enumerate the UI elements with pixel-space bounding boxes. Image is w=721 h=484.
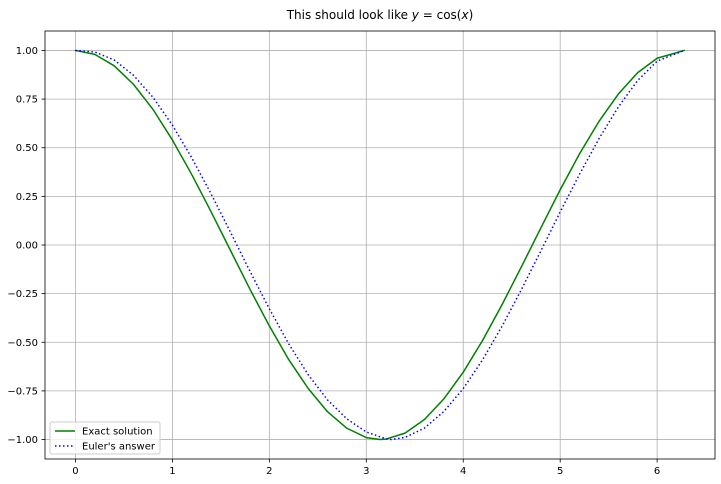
series-line-eulers-answer [75,49,685,441]
y-tick-label: −0.75 [7,386,38,397]
y-tick-label: −0.25 [7,289,38,300]
legend-label-eulers-answer: Euler's answer [82,442,156,453]
legend-label-exact-solution: Exact solution [82,427,153,438]
x-tick-label: 2 [266,466,272,477]
x-tick-label: 4 [460,466,466,477]
y-tick-label: 0.75 [16,95,38,106]
x-tick-label: 3 [363,466,369,477]
y-tick-label: 0.50 [16,143,38,154]
y-tick-label: −0.50 [7,338,38,349]
title-prefix: This should look like [286,8,412,22]
y-tick-label: 0.25 [16,192,38,203]
title-math-close: ) [469,8,474,22]
chart-title: This should look like y = cos(x) [286,8,474,22]
y-tick-label: 0.00 [16,241,38,252]
series-layer [74,49,686,441]
x-tick-label: 6 [654,466,660,477]
title-math-var: y [411,8,420,22]
title-math-arg: x [460,8,469,22]
legend-box [49,421,161,455]
plot-frame [44,30,716,460]
series-line-exact-solution [74,49,686,441]
grid [45,31,715,459]
y-tick-label: −1.00 [7,435,38,446]
title-math-eq: = cos( [419,8,462,22]
x-tick-label: 0 [72,466,78,477]
ticks: 0 1 2 3 4 5 6 1.00 0.75 0.50 0.25 0.00 −0.25 −0.50 −0.… [7,46,660,477]
x-tick-label: 1 [169,466,175,477]
legend: Exact solution Euler's answer [49,421,161,455]
y-tick-label: 1.00 [16,46,38,57]
x-tick-label: 5 [557,466,563,477]
